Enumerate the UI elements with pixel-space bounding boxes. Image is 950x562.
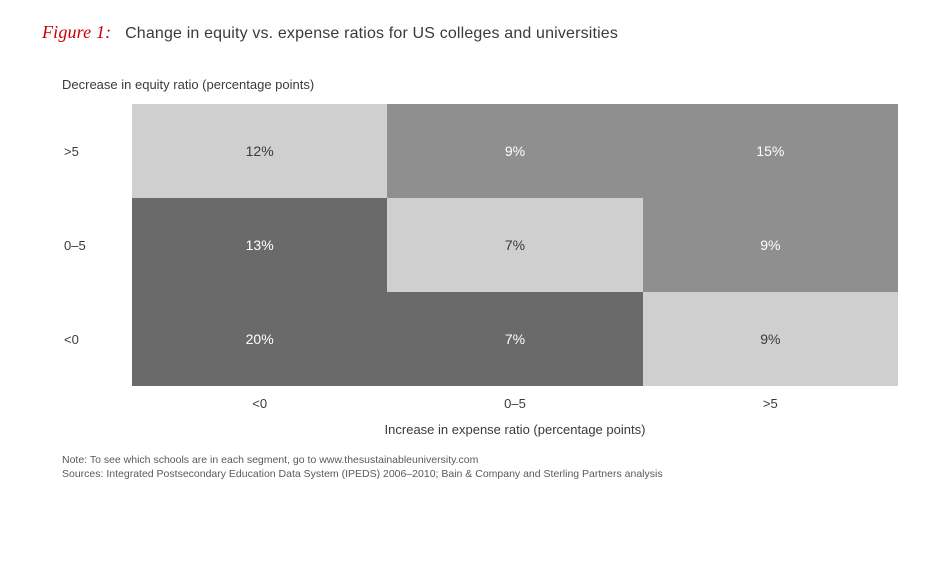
footnotes: Note: To see which schools are in each s… <box>62 453 908 481</box>
heatmap-cell: 9% <box>643 292 898 386</box>
heatmap-cell: 9% <box>643 198 898 292</box>
figure-title: Figure 1: Change in equity vs. expense r… <box>42 22 908 43</box>
heatmap-cell: 7% <box>387 198 642 292</box>
x-axis-tick-labels: <00–5>5 <box>62 386 898 420</box>
figure-label: Figure 1: <box>42 22 111 42</box>
heatmap-grid: >512%9%15%0–513%7%9%<020%7%9% <box>62 104 898 386</box>
heatmap-cell: 12% <box>132 104 387 198</box>
heatmap-cell: 15% <box>643 104 898 198</box>
figure-caption: Change in equity vs. expense ratios for … <box>125 25 618 42</box>
x-axis-tick-label: 0–5 <box>387 386 642 420</box>
x-axis-title: Increase in expense ratio (percentage po… <box>132 422 898 437</box>
x-axis-tick-label: >5 <box>643 386 898 420</box>
y-axis-tick-label: <0 <box>62 292 132 386</box>
y-axis-tick-label: 0–5 <box>62 198 132 292</box>
heatmap-cell: 9% <box>387 104 642 198</box>
footnote-note: Note: To see which schools are in each s… <box>62 453 908 467</box>
heatmap-cell: 13% <box>132 198 387 292</box>
y-axis-title: Decrease in equity ratio (percentage poi… <box>62 77 908 92</box>
heatmap-cell: 20% <box>132 292 387 386</box>
y-axis-tick-label: >5 <box>62 104 132 198</box>
x-axis-tick-label: <0 <box>132 386 387 420</box>
heatmap-cell: 7% <box>387 292 642 386</box>
footnote-sources: Sources: Integrated Postsecondary Educat… <box>62 467 908 481</box>
